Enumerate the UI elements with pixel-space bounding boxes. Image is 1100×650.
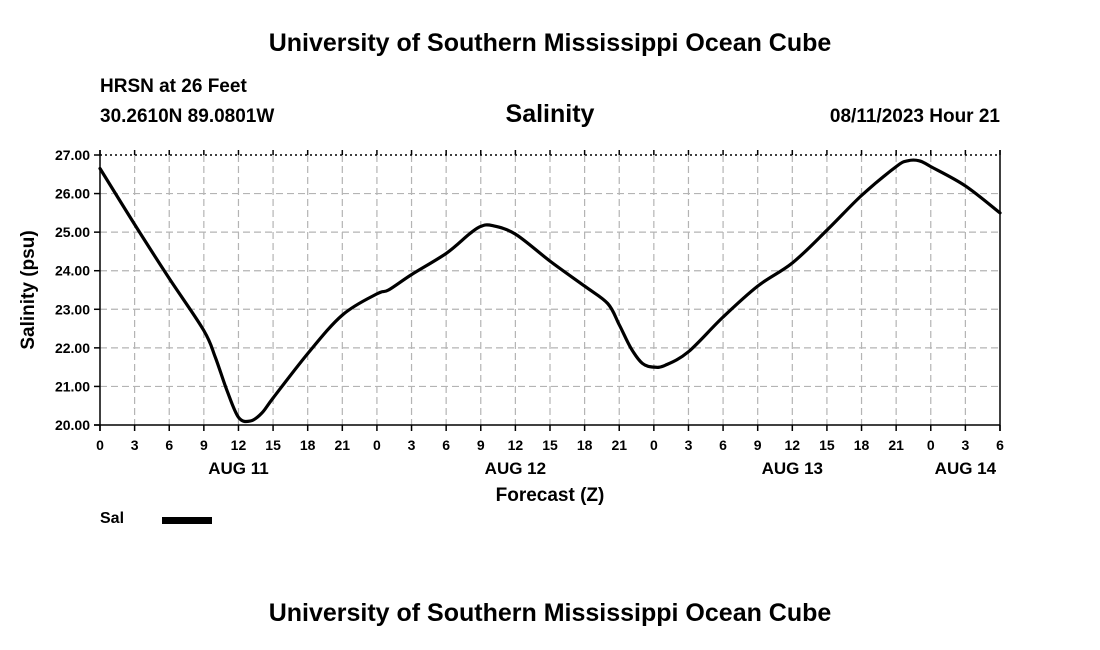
y-tick-label: 25.00: [55, 224, 90, 240]
legend-swatch: [162, 517, 212, 524]
x-tick-label: 9: [754, 437, 762, 453]
y-tick-label: 20.00: [55, 417, 90, 433]
x-axis-title: Forecast (Z): [496, 485, 605, 506]
x-tick-label: 21: [335, 437, 351, 453]
x-tick-label: 18: [300, 437, 316, 453]
forecast-datetime: 08/11/2023 Hour 21: [829, 106, 1000, 127]
x-tick-label: 0: [927, 437, 935, 453]
x-tick-label: 6: [996, 437, 1004, 453]
y-tick-label: 26.00: [55, 186, 90, 202]
x-tick-label: 21: [888, 437, 904, 453]
x-tick-label: 6: [442, 437, 450, 453]
x-tick-label: 12: [508, 437, 524, 453]
x-tick-label: 0: [373, 437, 381, 453]
x-tick-label: 15: [542, 437, 558, 453]
y-tick-label: 21.00: [55, 378, 90, 394]
x-tick-label: 21: [611, 437, 627, 453]
x-date-label: AUG 13: [762, 459, 823, 478]
legend-label: Sal: [100, 510, 125, 527]
x-tick-label: 12: [231, 437, 247, 453]
x-date-label: AUG 11: [208, 459, 268, 478]
x-tick-label: 15: [819, 437, 835, 453]
chart-title: Salinity: [505, 100, 595, 128]
x-tick-label: 3: [131, 437, 139, 453]
x-tick-label: 6: [165, 437, 173, 453]
y-tick-label: 23.00: [55, 301, 90, 317]
y-tick-label: 22.00: [55, 340, 90, 356]
series-line-sal: [98, 158, 1002, 424]
x-date-label: AUG 14: [935, 459, 997, 478]
x-tick-label: 12: [785, 437, 801, 453]
station-label: HRSN at 26 Feet: [100, 76, 247, 97]
x-tick-label: 0: [650, 437, 658, 453]
y-axis-title: Salinity (psu): [18, 230, 39, 349]
x-tick-label: 18: [577, 437, 593, 453]
x-date-label: AUG 12: [485, 459, 546, 478]
x-tick-label: 15: [265, 437, 281, 453]
x-tick-label: 3: [685, 437, 693, 453]
x-tick-label: 6: [719, 437, 727, 453]
x-tick-label: 9: [477, 437, 485, 453]
main-title: University of Southern Mississippi Ocean…: [268, 29, 832, 57]
x-tick-label: 3: [408, 437, 416, 453]
x-tick-label: 18: [854, 437, 870, 453]
x-tick-label: 9: [200, 437, 208, 453]
station-coordinates: 30.2610N 89.0801W: [100, 106, 275, 127]
y-tick-label: 27.00: [55, 147, 90, 163]
x-tick-label: 0: [96, 437, 104, 453]
x-tick-label: 3: [961, 437, 969, 453]
y-tick-label: 24.00: [55, 263, 90, 279]
footer-title: University of Southern Mississippi Ocean…: [268, 599, 832, 627]
